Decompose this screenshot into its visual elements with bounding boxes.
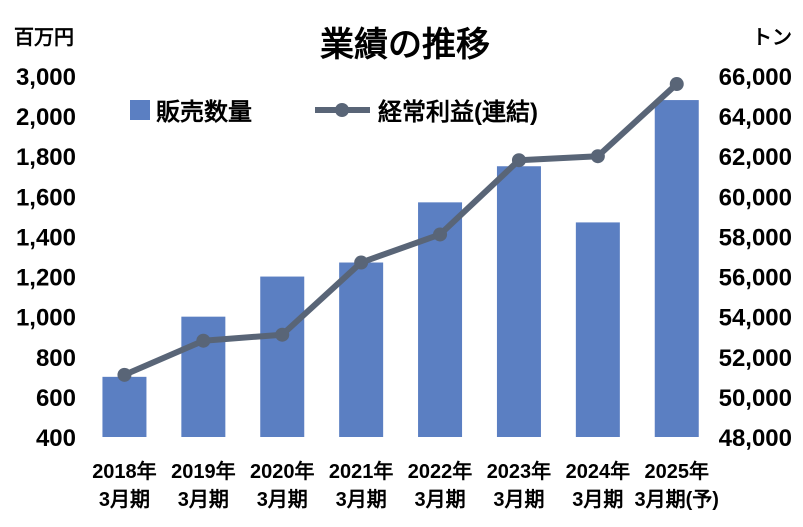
line-point [669, 77, 684, 92]
x-tick-sublabel: 3月期 [178, 488, 229, 511]
x-tick-sublabel: 3月期 [99, 488, 150, 511]
left-axis-unit: 百万円 [14, 27, 74, 49]
x-tick-sublabel: 3月期 [572, 488, 623, 511]
x-tick-label: 2022年 [408, 459, 473, 483]
line-path [123, 81, 679, 378]
legend-line-marker [335, 103, 349, 117]
line-point [117, 367, 132, 382]
x-tick-label: 2024年 [566, 459, 631, 483]
line-point [590, 149, 605, 164]
bar [575, 222, 620, 437]
line-point [354, 255, 369, 270]
line-point [275, 327, 290, 342]
right-tick-label: 64,000 [719, 104, 792, 131]
left-tick-label: 1,800 [16, 144, 76, 171]
x-tick-sublabel: 3月期(予) [635, 488, 719, 511]
x-tick-label: 2023年 [487, 459, 552, 483]
right-tick-label: 56,000 [719, 265, 792, 292]
legend-bar-label: 販売数量 [156, 99, 252, 126]
chart-title: 業績の推移 [320, 26, 490, 64]
x-axis: 2018年 3月期 2019年 3月期 2020年 3月期 2021年 3月期 2022年 3月期… [92, 459, 719, 511]
left-tick-label: 1,600 [16, 184, 76, 211]
legend-line-label: 経常利益(連結) [378, 98, 538, 126]
x-tick-sublabel: 3月期 [414, 488, 465, 511]
right-axis: 48,000 50,000 52,000 54,000 56,000 58,000 60,0… [719, 64, 792, 452]
right-tick-label: 58,000 [719, 224, 792, 251]
x-tick-label: 2019年 [171, 459, 236, 483]
line-point [433, 227, 448, 242]
left-tick-label: 800 [36, 345, 76, 372]
right-tick-label: 52,000 [719, 345, 792, 372]
bar [260, 276, 305, 437]
bar [339, 262, 384, 437]
bar [102, 376, 147, 437]
x-tick-sublabel: 3月期 [493, 488, 544, 511]
line-point [196, 333, 211, 348]
line-point [511, 153, 526, 168]
left-tick-label: 600 [36, 385, 76, 412]
legend-bar-swatch [130, 100, 150, 120]
x-tick-label: 2021年 [329, 459, 394, 483]
left-tick-label: 1,200 [16, 265, 76, 292]
right-tick-label: 50,000 [719, 385, 792, 412]
x-tick-sublabel: 3月期 [336, 488, 387, 511]
x-tick-label: 2020年 [250, 459, 315, 483]
right-tick-label: 48,000 [719, 425, 792, 452]
legend: 販売数量 経常利益(連結) [130, 98, 538, 126]
x-tick-sublabel: 3月期 [257, 488, 308, 511]
left-tick-label: 1,000 [16, 305, 76, 332]
right-tick-label: 62,000 [719, 144, 792, 171]
line-series [117, 77, 684, 382]
left-tick-label: 1,400 [16, 224, 76, 251]
left-tick-label: 3,000 [16, 64, 76, 91]
right-axis-unit: トン [752, 27, 792, 49]
left-axis: 400 600 800 1,000 1,200 1,400 1,600 1,800 2,000 3… [16, 64, 76, 452]
left-tick-label: 2,000 [16, 104, 76, 131]
right-tick-label: 60,000 [719, 184, 792, 211]
left-tick-label: 400 [36, 425, 76, 452]
x-tick-label: 2025年 [645, 459, 710, 483]
right-tick-label: 54,000 [719, 305, 792, 332]
right-tick-label: 66,000 [719, 64, 792, 91]
x-tick-label: 2018年 [92, 459, 157, 483]
bar [496, 166, 541, 437]
bar-series [102, 100, 699, 438]
bar [654, 100, 699, 438]
